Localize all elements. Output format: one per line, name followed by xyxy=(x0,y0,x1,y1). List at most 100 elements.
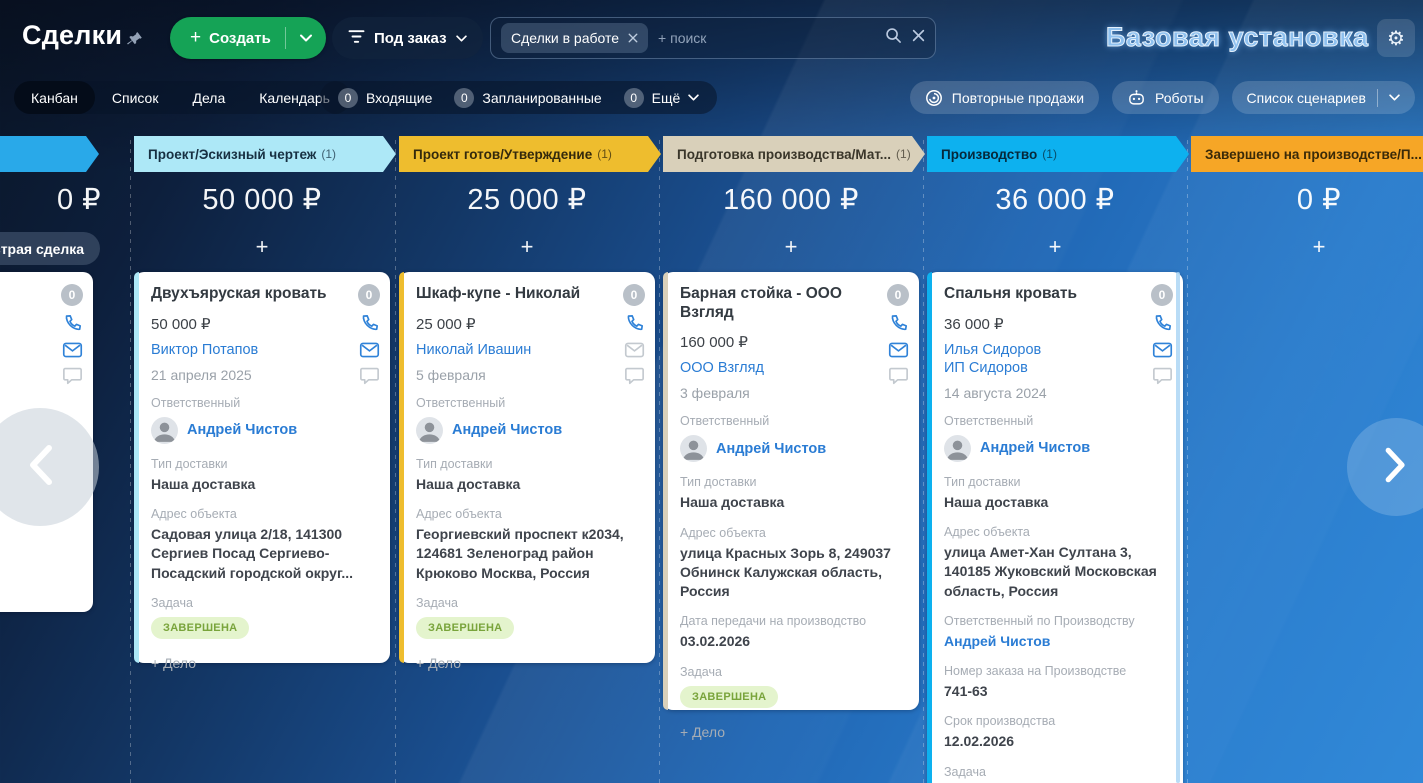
deal-title[interactable]: Барная стойка - ООО Взгляд xyxy=(680,285,842,321)
deal-card[interactable]: 0 Спальня кровать 36 000 ₽ Илья Сидоров ИП С… xyxy=(927,272,1183,783)
stage-header-5[interactable]: Завершено на производстве/П... xyxy=(1191,136,1423,172)
chevron-down-icon[interactable] xyxy=(1389,94,1400,101)
deal-card[interactable]: 0 Барная стойка - ООО Взгляд 160 000 ₽ ООО … xyxy=(663,272,919,740)
comment-icon[interactable] xyxy=(62,366,83,385)
deal-date: 21 апреля 2025 xyxy=(151,366,252,383)
responsible-link[interactable]: Андрей Чистов xyxy=(716,440,827,457)
phone-icon[interactable] xyxy=(624,313,645,334)
add-deal-button[interactable]: + xyxy=(1312,234,1326,259)
search-bar[interactable]: Сделки в работе + поиск xyxy=(490,17,936,59)
counter-входящие[interactable]: 0 Входящие xyxy=(338,87,432,108)
add-deal-button[interactable]: + xyxy=(1048,234,1062,259)
comment-icon[interactable] xyxy=(624,366,645,385)
card-icon-stack: 0 xyxy=(61,284,83,385)
phone-icon[interactable] xyxy=(62,313,83,334)
chevron-down-icon[interactable] xyxy=(286,34,326,42)
client-link[interactable]: Илья Сидоров xyxy=(944,341,1042,358)
counter-запланированные[interactable]: 0 Запланированные xyxy=(454,87,602,108)
field-value: Наша доставка xyxy=(151,475,256,492)
client-link[interactable]: Виктор Потапов xyxy=(151,341,259,358)
field-label: Адрес объекта xyxy=(151,506,237,521)
stage-header-2[interactable]: Проект готов/Утверждение (1) xyxy=(399,136,661,172)
responsible-link[interactable]: Андрей Чистов xyxy=(187,422,298,439)
tab-дела[interactable]: Дела xyxy=(192,89,226,106)
action-роботы[interactable]: Роботы xyxy=(1112,81,1219,114)
counter-badge: 0 xyxy=(623,87,644,108)
deal-amount: 50 000 ₽ xyxy=(151,315,211,333)
stage-label: Проект готов/Утверждение xyxy=(413,146,593,162)
deal-title[interactable]: Шкаф-купе - Николай xyxy=(416,285,581,302)
counter-ещё[interactable]: 0 Ещё xyxy=(623,87,700,108)
settings-gear-button[interactable]: ⚙ xyxy=(1377,19,1415,57)
add-activity-link[interactable]: + Дело xyxy=(680,723,725,740)
scroll-left-button[interactable] xyxy=(0,408,99,526)
action-label: Повторные продажи xyxy=(951,89,1085,106)
tab-календарь[interactable]: Календарь xyxy=(259,89,330,106)
responsible-link[interactable]: Андрей Чистов xyxy=(944,632,1051,649)
search-placeholder[interactable]: + поиск xyxy=(658,30,707,46)
robot-icon xyxy=(1127,89,1146,106)
field-value: улица Амет-Хан Султана 3, 140185 Жуковск… xyxy=(944,543,1157,599)
mail-icon[interactable] xyxy=(888,341,909,359)
add-activity-link[interactable]: + Дело xyxy=(416,654,461,671)
add-deal-button[interactable]: + xyxy=(784,234,798,259)
column-scrollbar[interactable] xyxy=(1176,272,1180,783)
create-deal-button[interactable]: + Создать xyxy=(170,17,326,59)
client-company-link[interactable]: ИП Сидоров xyxy=(944,359,1028,376)
stage-count: (1) xyxy=(896,147,911,161)
stage-header-3[interactable]: Подготовка производства/Мат... (1) xyxy=(663,136,925,172)
mail-icon[interactable] xyxy=(62,341,83,359)
client-link[interactable]: ООО Взгляд xyxy=(680,360,764,377)
chevron-left-icon xyxy=(25,443,55,492)
add-activity-link[interactable]: + Дело xyxy=(151,654,196,671)
filter-chip[interactable]: Сделки в работе xyxy=(501,23,649,53)
client-link[interactable]: Николай Ивашин xyxy=(416,341,532,358)
action-список-сценариев[interactable]: Список сценариев xyxy=(1231,81,1415,114)
mail-icon[interactable] xyxy=(624,341,645,359)
deal-title[interactable]: Спальня кровать xyxy=(944,285,1078,302)
mail-icon[interactable] xyxy=(1152,341,1173,359)
phone-icon[interactable] xyxy=(1152,313,1173,334)
view-tabs: Канбан Список Дела Календарь xyxy=(14,81,351,114)
responsible-link[interactable]: Андрей Чистов xyxy=(980,440,1091,457)
scroll-right-button[interactable] xyxy=(1347,418,1423,516)
comment-icon[interactable] xyxy=(359,366,380,385)
action-label: Роботы xyxy=(1155,89,1204,106)
comment-icon[interactable] xyxy=(888,366,909,385)
task-status-badge[interactable]: ЗАВЕРШЕНА xyxy=(416,616,515,639)
deal-title[interactable]: Двухъяруская кровать xyxy=(151,285,327,302)
mail-icon[interactable] xyxy=(359,341,380,359)
task-status-badge[interactable]: ЗАВЕРШЕНА xyxy=(680,685,779,708)
funnel-icon xyxy=(348,29,365,48)
add-deal-button[interactable]: + xyxy=(255,234,269,259)
field-label: Адрес объекта xyxy=(944,524,1030,539)
pin-icon[interactable] xyxy=(125,29,145,53)
field-label: Срок производства xyxy=(944,714,1056,729)
task-status-badge[interactable]: ЗАВЕРШЕНА xyxy=(151,616,250,639)
phone-icon[interactable] xyxy=(359,313,380,334)
clear-search-icon[interactable] xyxy=(912,29,925,47)
field-label: Тип доставки xyxy=(680,475,757,490)
search-icon[interactable] xyxy=(885,27,902,49)
tab-канбан[interactable]: Канбан xyxy=(14,81,95,114)
add-deal-button[interactable]: + xyxy=(520,234,534,259)
deal-date: 3 февраля xyxy=(680,385,750,402)
responsible-link[interactable]: Андрей Чистов xyxy=(452,422,563,439)
comment-icon[interactable] xyxy=(1152,366,1173,385)
field-label: Задача xyxy=(944,764,986,779)
deal-category-selector[interactable]: Под заказ xyxy=(332,17,483,59)
action-повторные-продажи[interactable]: Повторные продажи xyxy=(909,81,1100,114)
quick-deal-button[interactable]: Быстрая сделка xyxy=(0,232,100,265)
deal-card[interactable]: 0 Шкаф-купе - Николай 25 000 ₽ Николай Иваш… xyxy=(399,272,655,671)
chevron-down-icon xyxy=(688,94,700,101)
tab-список[interactable]: Список xyxy=(111,89,159,106)
stage-header-4[interactable]: Производство (1) xyxy=(927,136,1189,172)
notification-badge: 0 xyxy=(887,284,909,306)
plus-icon: + xyxy=(190,27,202,48)
stage-header-0[interactable] xyxy=(0,136,99,172)
stage-header-1[interactable]: Проект/Эскизный чертеж (1) xyxy=(134,136,396,172)
phone-icon[interactable] xyxy=(888,313,909,334)
deal-card[interactable]: 0 Двухъяруская кровать 50 000 ₽ Виктор Пота… xyxy=(134,272,390,671)
remove-filter-icon[interactable] xyxy=(628,33,638,43)
